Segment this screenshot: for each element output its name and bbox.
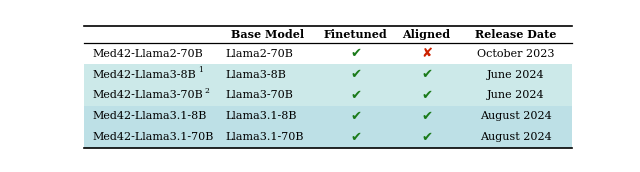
Text: ✔: ✔ [421, 131, 432, 144]
Text: Med42-Llama3.1-8B: Med42-Llama3.1-8B [93, 111, 207, 121]
Text: Llama2-70B: Llama2-70B [226, 49, 294, 59]
Text: ✔: ✔ [350, 68, 361, 81]
Text: Aligned: Aligned [403, 29, 451, 40]
Text: 2: 2 [205, 87, 209, 95]
Text: ✔: ✔ [421, 89, 432, 102]
Text: 1: 1 [198, 66, 202, 74]
Text: Med42-Llama3-8B: Med42-Llama3-8B [93, 69, 196, 79]
Text: ✘: ✘ [421, 47, 432, 60]
Text: June 2024: June 2024 [487, 90, 545, 100]
Text: Llama3-8B: Llama3-8B [226, 69, 287, 79]
Text: August 2024: August 2024 [480, 111, 552, 121]
Text: Llama3.1-70B: Llama3.1-70B [226, 132, 304, 142]
Text: August 2024: August 2024 [480, 132, 552, 142]
Text: ✔: ✔ [350, 110, 361, 123]
Text: Base Model: Base Model [231, 29, 304, 40]
Text: October 2023: October 2023 [477, 49, 555, 59]
Text: Med42-Llama2-70B: Med42-Llama2-70B [93, 49, 204, 59]
Text: Med42-Llama3.1-70B: Med42-Llama3.1-70B [93, 132, 214, 142]
Text: ✔: ✔ [350, 131, 361, 144]
Text: Med42-Llama3-70B: Med42-Llama3-70B [93, 90, 204, 100]
Text: Llama3-70B: Llama3-70B [226, 90, 294, 100]
Text: ✔: ✔ [421, 110, 432, 123]
Text: June 2024: June 2024 [487, 69, 545, 79]
Text: Llama3.1-8B: Llama3.1-8B [226, 111, 297, 121]
Text: Finetuned: Finetuned [324, 29, 387, 40]
Text: ✔: ✔ [350, 47, 361, 60]
Text: Release Date: Release Date [476, 29, 557, 40]
Text: ✔: ✔ [421, 68, 432, 81]
Text: ✔: ✔ [350, 89, 361, 102]
